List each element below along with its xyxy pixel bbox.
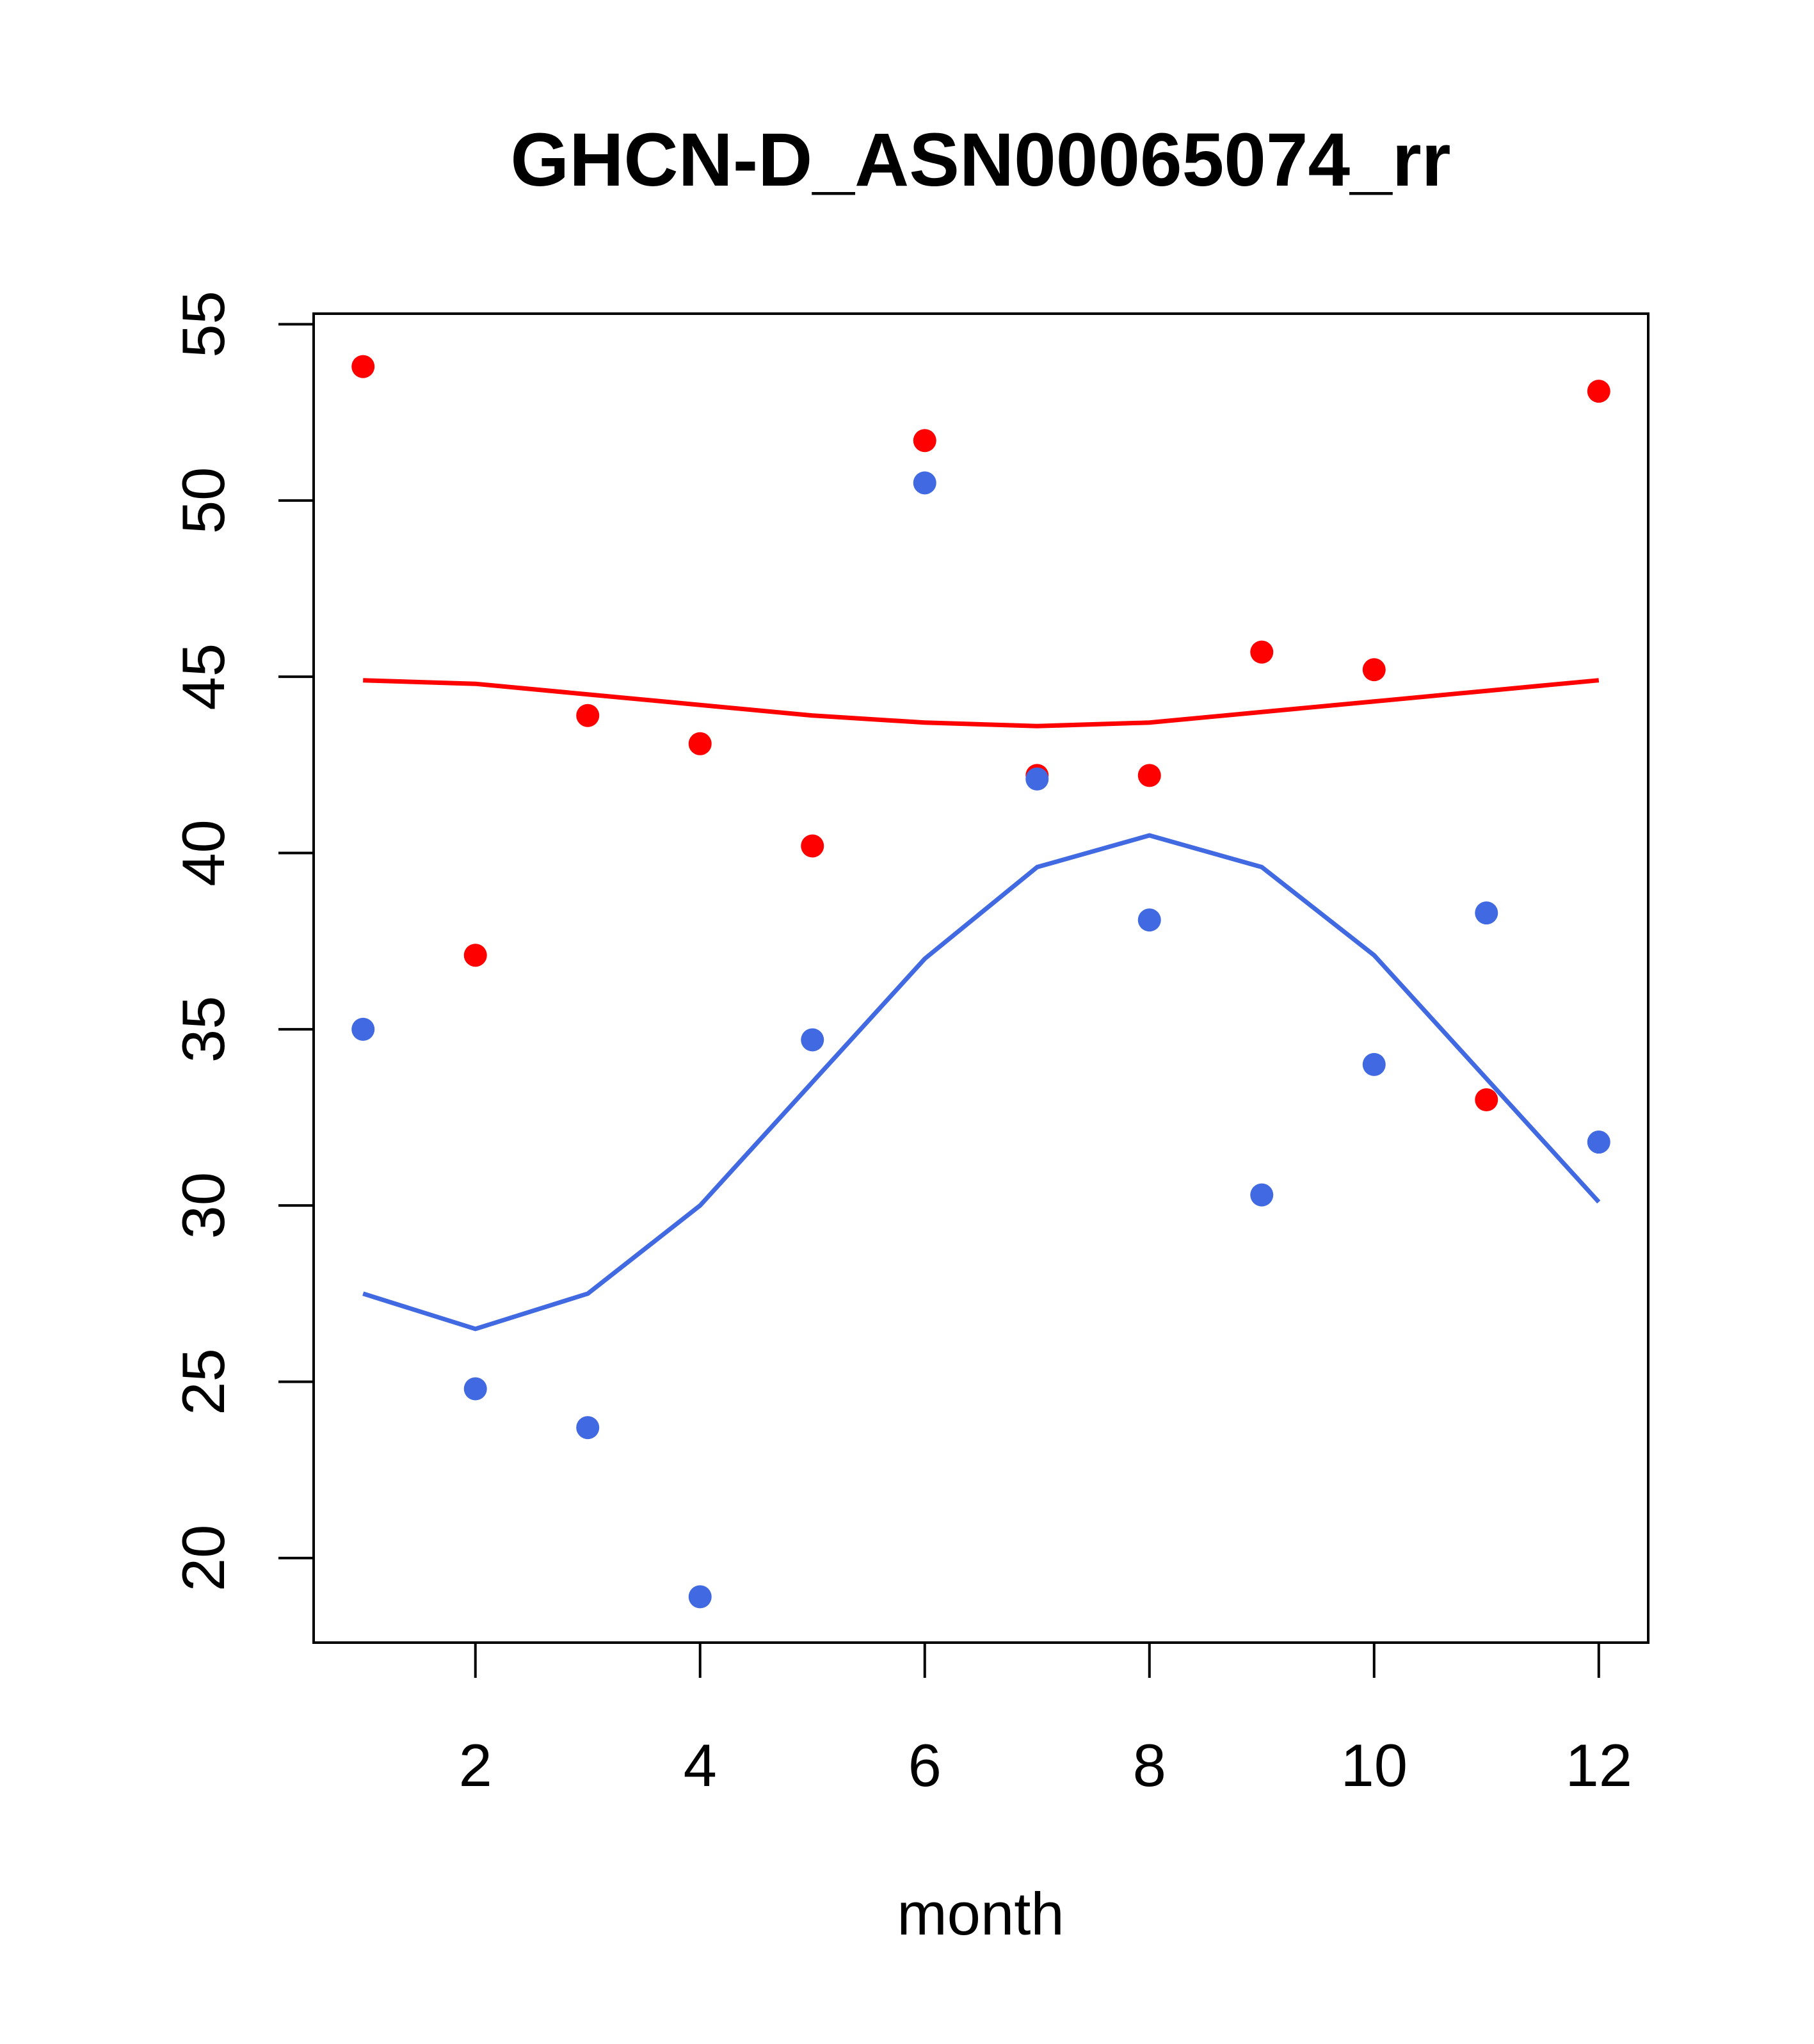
- series-layer: [351, 355, 1610, 1609]
- red-point: [801, 834, 824, 858]
- blue-point: [576, 1416, 600, 1440]
- y-tick-label: 25: [170, 1348, 237, 1415]
- red-line-path: [363, 678, 1600, 728]
- red-point: [1362, 658, 1386, 682]
- y-tick-label: 45: [170, 643, 237, 711]
- x-tick-label: 2: [459, 1732, 492, 1799]
- y-tick-label: 55: [170, 291, 237, 358]
- blue-point: [1587, 1131, 1610, 1154]
- x-tick-label: 6: [908, 1732, 942, 1799]
- blue-line-path: [362, 833, 1601, 1332]
- blue-point: [1137, 908, 1161, 932]
- blue-point: [688, 1585, 712, 1609]
- red-point: [576, 704, 600, 727]
- red-point: [1587, 380, 1610, 403]
- x-axis-label: month: [897, 1880, 1064, 1947]
- blue-point: [1250, 1183, 1274, 1207]
- y-axis: 20 25 30 35 40 45 50 55: [170, 291, 315, 1592]
- x-axis: 2 4 6 8 10 12: [459, 1641, 1632, 1799]
- blue-point: [1475, 901, 1498, 925]
- blue-point: [913, 471, 936, 495]
- blue-point: [351, 1017, 375, 1041]
- y-tick-label: 35: [170, 996, 237, 1063]
- y-tick-label: 40: [170, 819, 237, 887]
- x-tick-label: 10: [1340, 1732, 1408, 1799]
- red-point: [351, 355, 375, 378]
- red-point: [913, 429, 936, 453]
- red-point: [1250, 640, 1274, 664]
- blue-point: [1362, 1052, 1386, 1076]
- y-tick-label: 50: [170, 467, 237, 535]
- x-tick-label: 12: [1565, 1732, 1632, 1799]
- red-point: [1475, 1088, 1498, 1111]
- chart-title: GHCN-D_ASN00065074_rr: [510, 118, 1450, 202]
- plot-frame: [312, 312, 1649, 1644]
- blue-point: [1025, 767, 1049, 791]
- y-tick-label: 20: [170, 1525, 237, 1592]
- x-tick-label: 4: [684, 1732, 717, 1799]
- y-tick-label: 30: [170, 1172, 237, 1239]
- red-point: [688, 732, 712, 755]
- red-point: [463, 944, 487, 967]
- blue-point: [801, 1028, 824, 1052]
- red-point: [1137, 764, 1161, 787]
- x-tick-label: 8: [1133, 1732, 1166, 1799]
- blue-point: [463, 1377, 487, 1401]
